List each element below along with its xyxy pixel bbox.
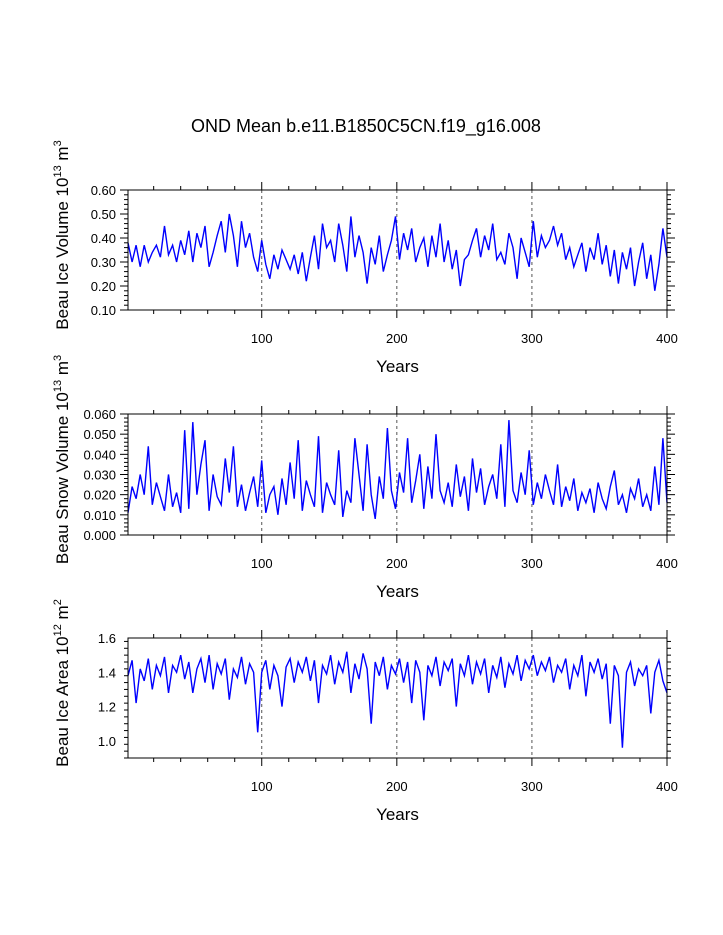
x-tick-label: 400	[656, 331, 678, 346]
x-tick-label: 200	[386, 331, 408, 346]
panel-2: 100 200 300 400 0.000 0.010 0.020 0.030 0.040 0.0…	[52, 355, 678, 601]
x-tick-label: 200	[386, 779, 408, 794]
x-tick-label: 300	[521, 331, 543, 346]
y-tick-label: 0.060	[83, 407, 116, 422]
plot-frame	[127, 637, 668, 759]
y-tick-label: 0.50	[91, 207, 116, 222]
y-tick-label: 1.6	[98, 631, 116, 646]
y-tick-label: 0.000	[83, 528, 116, 543]
series-line	[127, 420, 668, 520]
y-tick-label: 0.020	[83, 488, 116, 503]
y-tick-label: 0.030	[83, 468, 116, 483]
x-tick-label: 300	[521, 779, 543, 794]
x-tick-label: 100	[251, 556, 273, 571]
y-tick-label: 0.10	[91, 303, 116, 318]
x-tick-label: 300	[521, 556, 543, 571]
y-tick-label: 0.010	[83, 508, 116, 523]
x-tick-label: 200	[386, 556, 408, 571]
y-axis-label: Beau Ice Volume 1013 m3	[52, 140, 72, 329]
panel-1: 100 200 300 400 0.10 0.20 0.30 0.40 0.50 0.60 Year…	[52, 140, 678, 376]
y-tick-label: 0.20	[91, 279, 116, 294]
y-tick-label: 0.40	[91, 231, 116, 246]
series-line	[127, 651, 668, 748]
panel-3: 100 200 300 400 1.0 1.2 1.4 1.6 Years Beau Ice Ar…	[52, 599, 678, 824]
x-axis-label: Years	[376, 805, 419, 824]
figure-title: OND Mean b.e11.B1850C5CN.f19_g16.008	[191, 116, 541, 137]
y-tick-label: 0.60	[91, 183, 116, 198]
x-axis-label: Years	[376, 582, 419, 601]
y-axis-label: Beau Snow Volume 1013 m3	[52, 355, 72, 564]
y-tick-label: 1.2	[98, 700, 116, 715]
x-tick-label: 100	[251, 779, 273, 794]
x-tick-label: 400	[656, 779, 678, 794]
series-line	[127, 213, 668, 291]
x-tick-label: 400	[656, 556, 678, 571]
y-tick-label: 1.4	[98, 665, 116, 680]
y-tick-label: 0.050	[83, 427, 116, 442]
y-tick-label: 0.040	[83, 447, 116, 462]
y-tick-label: 0.30	[91, 255, 116, 270]
x-tick-label: 100	[251, 331, 273, 346]
y-tick-label: 1.0	[98, 734, 116, 749]
plot-frame	[127, 189, 668, 311]
y-axis-label: Beau Ice Area 1012 m2	[52, 599, 72, 767]
x-axis-label: Years	[376, 357, 419, 376]
plot-frame	[127, 413, 668, 536]
